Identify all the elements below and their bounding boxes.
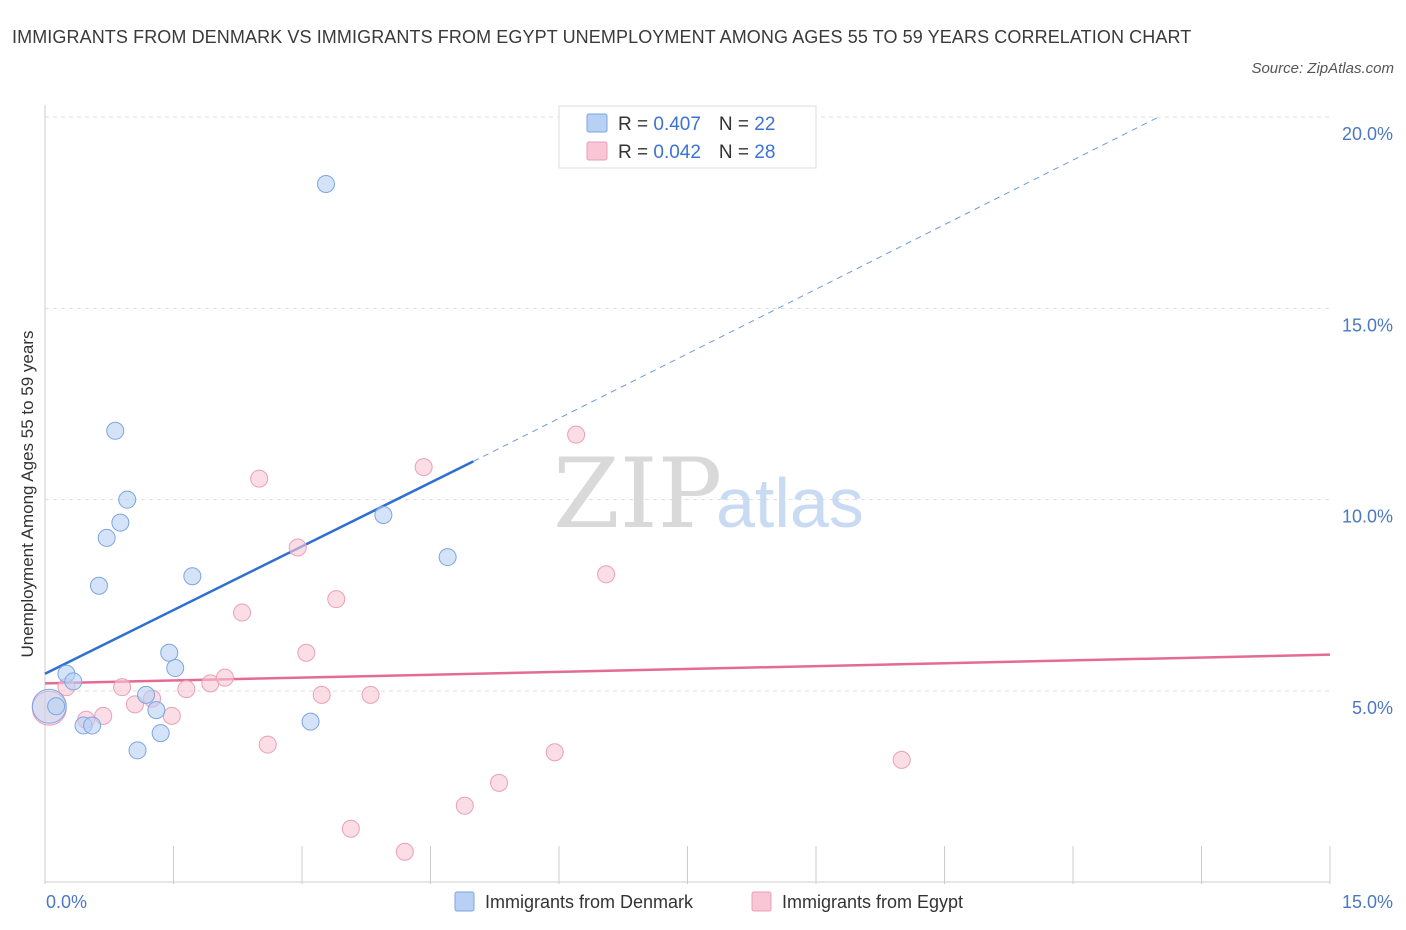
point-egypt-4: [113, 678, 132, 697]
point-egypt-18: [341, 819, 360, 838]
point-egypt-15: [297, 643, 316, 662]
series-legend: Immigrants from Denmark Immigrants from …: [454, 891, 963, 912]
point-egypt-11: [233, 603, 252, 622]
x-tick-label-0: 0.0%: [46, 892, 87, 912]
point-egypt-27: [892, 750, 911, 769]
watermark-atlas: atlas: [716, 464, 864, 542]
point-denmark-16: [166, 659, 185, 678]
point-egypt-19: [361, 685, 380, 704]
point-denmark-6: [89, 576, 108, 595]
legend-swatch-egypt-bottom: [751, 891, 772, 912]
y-tick-label-3: 20.0%: [1342, 124, 1393, 144]
point-denmark-10: [118, 490, 137, 509]
y-axis-label: Unemployment Among Ages 55 to 59 years: [18, 331, 37, 658]
y-tick-label-0: 5.0%: [1352, 698, 1393, 718]
point-denmark-15: [160, 643, 179, 662]
point-denmark-17: [183, 567, 202, 586]
y-tick-labels: 5.0% 10.0% 15.0% 20.0%: [1342, 124, 1393, 718]
watermark-zip: ZIP: [553, 438, 722, 550]
point-denmark-3: [64, 672, 83, 691]
point-egypt-23: [490, 773, 509, 792]
point-denmark-9: [111, 513, 130, 532]
point-egypt-24: [545, 743, 564, 762]
point-egypt-17: [327, 590, 346, 609]
trend-lines: [44, 116, 1331, 685]
point-egypt-13: [258, 735, 277, 754]
point-egypt-12: [250, 469, 269, 488]
legend-label-denmark: Immigrants from Denmark: [485, 892, 694, 912]
trend-line-denmark: [44, 460, 474, 675]
point-denmark-1: [47, 697, 66, 716]
legend-row-denmark: R = 0.407 N = 22: [618, 114, 775, 135]
point-denmark-19: [316, 174, 335, 193]
legend-swatch-denmark: [586, 113, 608, 133]
point-egypt-25: [567, 425, 586, 444]
point-denmark-8: [106, 421, 125, 440]
source-label: Source: ZipAtlas.com: [1251, 60, 1394, 77]
axes: [44, 105, 1331, 884]
point-egypt-21: [414, 458, 433, 477]
legend-swatch-egypt: [586, 141, 608, 161]
chart-title: IMMIGRANTS FROM DENMARK VS IMMIGRANTS FR…: [12, 27, 1192, 47]
y-tick-label-2: 15.0%: [1342, 315, 1393, 335]
point-denmark-20: [374, 505, 393, 524]
point-denmark-18: [301, 712, 320, 731]
point-egypt-10: [215, 668, 234, 687]
point-denmark-7: [97, 528, 116, 547]
trend-line-denmark-extension: [473, 116, 1159, 462]
point-egypt-22: [455, 796, 474, 815]
point-denmark-21: [438, 548, 457, 567]
point-egypt-8: [177, 680, 196, 699]
point-denmark-12: [137, 685, 156, 704]
trend-line-egypt: [44, 653, 1331, 685]
watermark: ZIP atlas: [553, 438, 864, 550]
point-denmark-5: [83, 716, 102, 735]
point-egypt-16: [312, 685, 331, 704]
legend-swatch-denmark-bottom: [454, 891, 475, 912]
point-denmark-13: [147, 701, 166, 720]
legend-row-egypt: R = 0.042 N = 28: [618, 142, 775, 163]
point-denmark-11: [128, 741, 147, 760]
legend-label-egypt: Immigrants from Egypt: [782, 892, 963, 912]
point-egypt-20: [395, 842, 414, 861]
x-tick-label-1: 15.0%: [1342, 892, 1393, 912]
y-tick-label-1: 10.0%: [1342, 507, 1393, 527]
point-egypt-7: [162, 706, 181, 725]
data-points: [31, 174, 911, 861]
point-egypt-26: [597, 565, 616, 584]
x-tick-labels: 0.0% 15.0%: [46, 892, 1393, 912]
point-denmark-14: [151, 724, 170, 743]
point-egypt-14: [288, 538, 307, 557]
correlation-legend: R = 0.407 N = 22 R = 0.042 N = 28: [558, 105, 817, 169]
